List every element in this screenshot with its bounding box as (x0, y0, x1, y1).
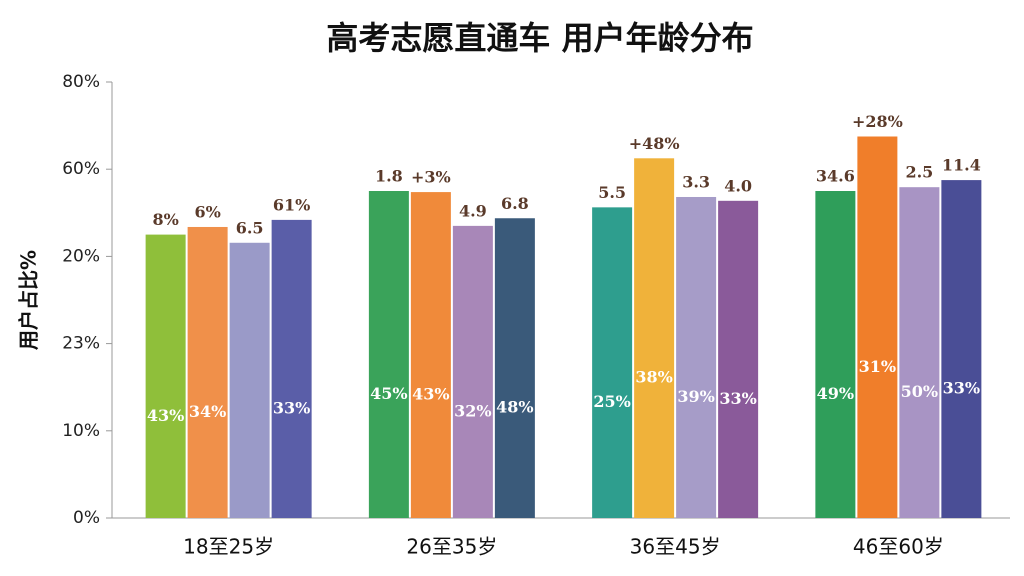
bar (410, 192, 451, 518)
data-label: 6.8 (501, 194, 529, 213)
bar (857, 136, 898, 518)
inner-label: 33% (943, 379, 980, 398)
data-label: +28% (852, 112, 903, 131)
inner-label: 33% (719, 389, 756, 408)
inner-label: 43% (412, 385, 449, 404)
data-label: 4.0 (724, 176, 752, 195)
inner-label: 31% (859, 357, 896, 376)
bar (229, 242, 270, 518)
bar (145, 234, 186, 518)
x-tick-label: 26至35岁 (406, 535, 497, 559)
bar (494, 218, 535, 518)
bar (452, 225, 493, 518)
data-label: +48% (629, 134, 680, 153)
inner-label: 45% (370, 384, 407, 403)
inner-label: 34% (189, 402, 226, 421)
data-label: 11.4 (942, 156, 981, 175)
bar (634, 158, 675, 519)
bar (676, 196, 717, 518)
y-tick-label: 60% (62, 159, 100, 179)
data-label: 34.6 (816, 167, 855, 186)
bar (187, 226, 228, 518)
bar (592, 207, 633, 518)
y-axis-label: 用户占比% (17, 250, 41, 350)
inner-label: 39% (677, 387, 714, 406)
x-tick-label: 36至45岁 (630, 535, 721, 559)
x-tick-label: 46至60岁 (853, 535, 944, 559)
data-label: 6% (194, 202, 220, 221)
data-label: 6.5 (236, 218, 264, 237)
inner-label: 25% (593, 392, 630, 411)
y-tick-label: 80% (62, 72, 100, 92)
data-label: 61% (273, 195, 310, 214)
x-tick-label: 18至25岁 (183, 535, 274, 559)
bar (815, 191, 856, 518)
data-label: 5.5 (598, 183, 626, 202)
inner-label: 48% (496, 398, 533, 417)
data-label: 1.8 (375, 167, 403, 186)
bar (718, 200, 759, 518)
inner-label: 33% (273, 398, 310, 417)
inner-label: 38% (635, 368, 672, 387)
y-tick-label: 0% (73, 508, 100, 528)
y-tick-label: 23% (62, 334, 100, 354)
inner-label: 50% (901, 382, 938, 401)
inner-label: 49% (817, 384, 854, 403)
bar (271, 219, 312, 518)
y-tick-label: 20% (62, 246, 100, 266)
bar (941, 180, 982, 518)
inner-label: 43% (147, 406, 184, 425)
chart-title: 高考志愿直通车 用户年龄分布 (326, 19, 753, 57)
bar (899, 187, 940, 518)
data-label: 2.5 (905, 163, 933, 182)
data-label: 8% (152, 210, 178, 229)
bar (368, 191, 409, 518)
y-tick-label: 10% (62, 421, 100, 441)
data-label: 3.3 (682, 172, 710, 191)
data-label: +3% (411, 168, 451, 187)
data-label: 4.9 (459, 201, 487, 220)
inner-label: 32% (454, 401, 491, 420)
